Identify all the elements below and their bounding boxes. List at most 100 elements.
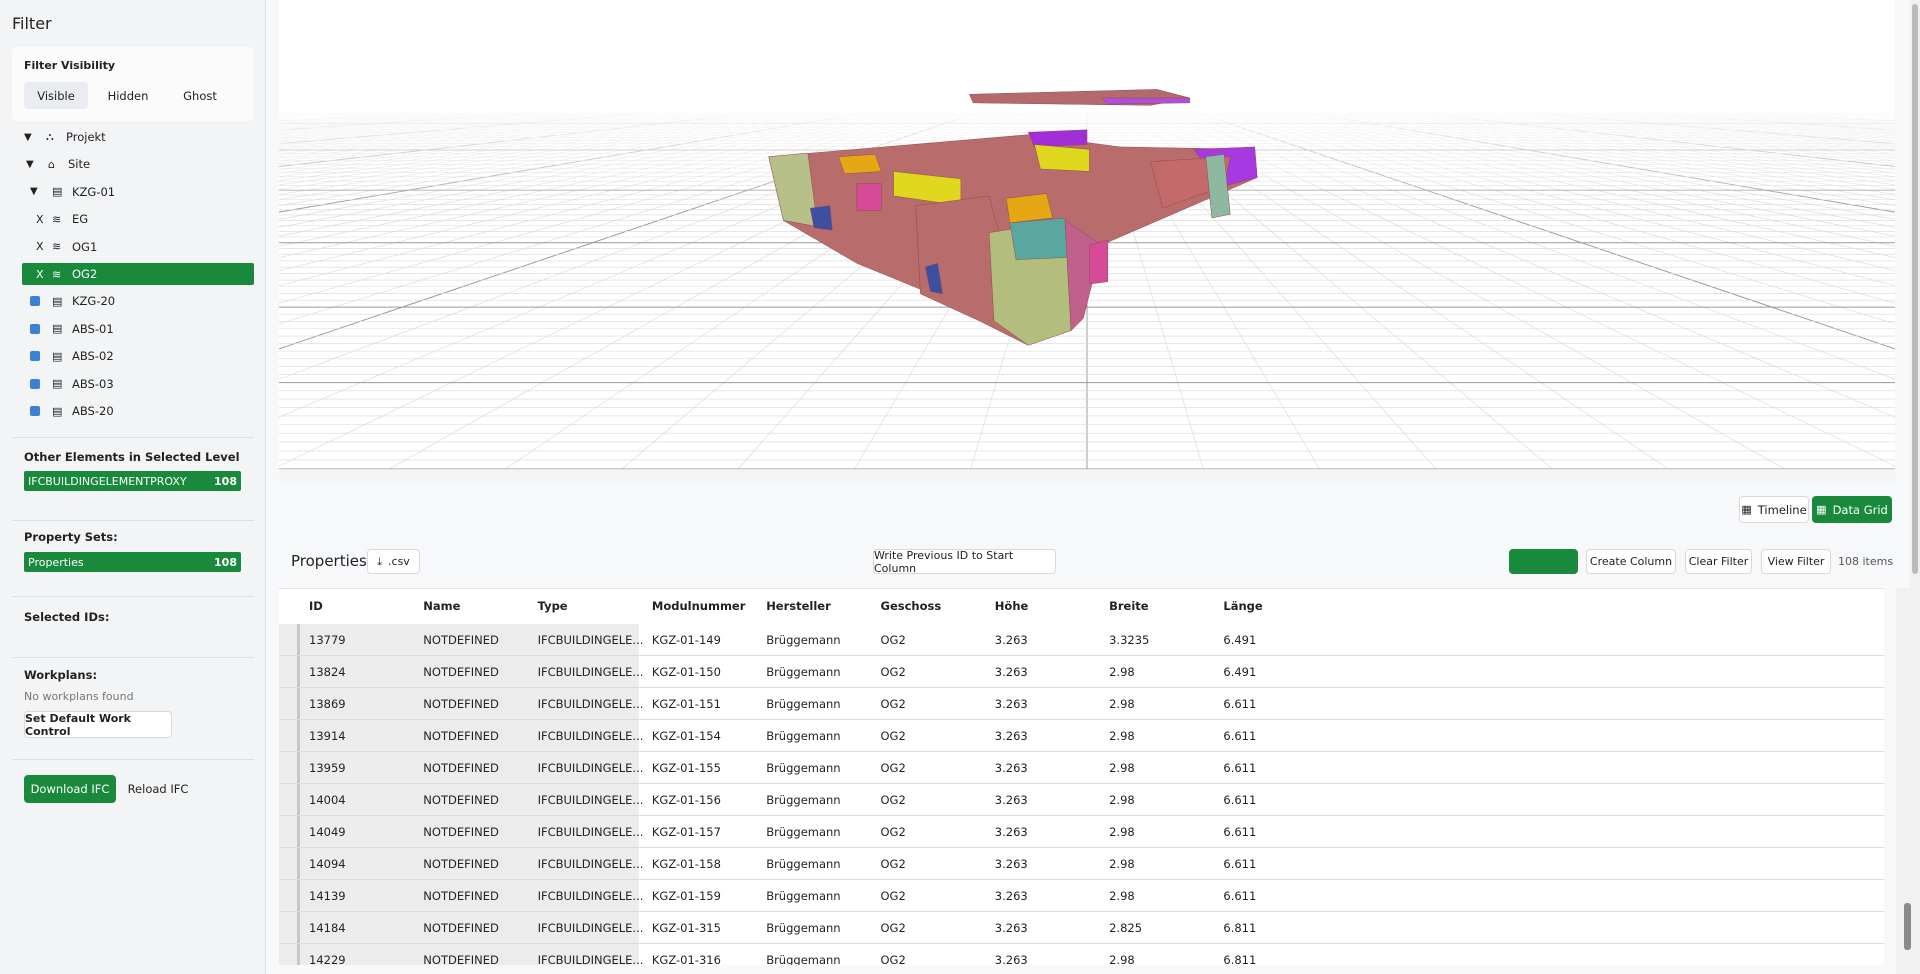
tree-item[interactable]: ▼ ⌂ Site (12, 153, 254, 175)
node-label: ABS-20 (72, 404, 114, 418)
create-column-button[interactable]: Create Column (1586, 549, 1676, 574)
node-icon: ▤ (52, 294, 63, 308)
tree-item[interactable]: X ≋ OG1 (12, 236, 254, 258)
node-icon: ▤ (52, 185, 63, 199)
table-row[interactable]: 14049 NOTDEFINED IFCBUILDINGELE... KGZ-01-1… (279, 816, 1884, 848)
table-row[interactable]: 14229 NOTDEFINED IFCBUILDINGELE... KGZ-01-3… (279, 944, 1884, 965)
table-cell: 13824 (309, 665, 346, 679)
table-cell: IFCBUILDINGELE... (537, 921, 644, 935)
column-header[interactable]: Type (537, 599, 568, 613)
table-cell: Brüggemann (766, 889, 841, 903)
table-row[interactable]: 14139 NOTDEFINED IFCBUILDINGELE... KGZ-01-1… (279, 880, 1884, 912)
node-icon: ≋ (52, 267, 62, 281)
workplans-heading: Workplans: (24, 668, 98, 682)
tree-item[interactable]: ▤ ABS-02 (12, 345, 254, 367)
table-row[interactable]: 13779 NOTDEFINED IFCBUILDINGELE... KGZ-01-1… (279, 624, 1884, 656)
timeline-toggle[interactable]: ▦ Timeline (1739, 496, 1809, 523)
table-cell: NOTDEFINED (423, 761, 499, 775)
visibility-option[interactable]: Ghost (183, 88, 217, 103)
expand-toggle (30, 406, 40, 416)
table-cell: Brüggemann (766, 761, 841, 775)
column-header[interactable]: Länge (1223, 599, 1263, 613)
tree-item[interactable]: X ≋ OG2 (22, 263, 254, 285)
table-row[interactable]: 13914 NOTDEFINED IFCBUILDINGELE... KGZ-01-1… (279, 720, 1884, 752)
property-sets-heading: Property Sets: (24, 530, 118, 544)
expand-toggle: ▼ (30, 186, 38, 198)
3d-viewport[interactable] (279, 0, 1895, 469)
column-header[interactable]: Geschoss (880, 599, 942, 613)
reload-button[interactable]: Reload IFC (127, 782, 189, 796)
table-cell: IFCBUILDINGELE... (537, 825, 644, 839)
table-cell: 14184 (309, 921, 346, 935)
table-cell: KGZ-01-158 (651, 857, 721, 871)
table-row[interactable]: 13959 NOTDEFINED IFCBUILDINGELE... KGZ-01-1… (279, 752, 1884, 784)
node-icon: ▤ (52, 349, 63, 363)
table-cell: 6.611 (1223, 889, 1257, 903)
column-header[interactable]: Höhe (994, 599, 1029, 613)
table-cell: 14004 (309, 793, 346, 807)
toggle-label: Timeline (1757, 502, 1807, 517)
table-cell: IFCBUILDINGELE... (537, 857, 644, 871)
item-count: 108 (214, 474, 237, 488)
table-row[interactable]: 13869 NOTDEFINED IFCBUILDINGELE... KGZ-01-1… (279, 688, 1884, 720)
tree-marker: X (36, 267, 44, 281)
table-cell: 14094 (309, 857, 346, 871)
column-header[interactable]: Breite (1109, 599, 1149, 613)
table-cell: Brüggemann (766, 825, 841, 839)
table-cell: NOTDEFINED (423, 697, 499, 711)
tree-item[interactable]: ▤ ABS-01 (12, 318, 254, 340)
table-cell: NOTDEFINED (423, 921, 499, 935)
view-filter-button[interactable]: View Filter (1761, 549, 1831, 574)
table-row[interactable]: 14184 NOTDEFINED IFCBUILDINGELE... KGZ-01-3… (279, 912, 1884, 944)
separator (12, 759, 254, 760)
item-label: IFCBUILDINGELEMENTPROXY (28, 474, 187, 488)
table-cell: IFCBUILDINGELE... (537, 697, 644, 711)
table-cell: OG2 (880, 953, 906, 965)
download-button[interactable]: Download IFC (24, 775, 116, 803)
data-grid-toggle[interactable]: ▦ Data Grid (1812, 496, 1892, 523)
page-scrollbar (1910, 0, 1920, 588)
visibility-option[interactable]: Visible (24, 82, 88, 109)
table-cell: Brüggemann (766, 857, 841, 871)
table-cell: Brüggemann (766, 921, 841, 935)
table-cell: IFCBUILDINGELE... (537, 633, 644, 647)
csv-export-button[interactable]: ⤓ .csv (367, 549, 420, 574)
tree-item[interactable]: ▤ ABS-20 (12, 400, 254, 422)
table-row[interactable]: 13824 NOTDEFINED IFCBUILDINGELE... KGZ-01-1… (279, 656, 1884, 688)
set-work-control-button[interactable]: Set Default Work Control (24, 711, 172, 738)
item-count: 108 (214, 555, 237, 569)
table-cell: IFCBUILDINGELE... (537, 953, 644, 965)
tree-item[interactable]: ▤ KZG-20 (12, 290, 254, 312)
other-item[interactable]: IFCBUILDINGELEMENTPROXY 108 (24, 471, 241, 491)
table-cell: 2.98 (1109, 953, 1135, 965)
scroll-thumb[interactable] (1904, 903, 1911, 950)
tree-item[interactable]: ▼ ▤ KZG-01 (12, 181, 254, 203)
save-button[interactable] (1509, 549, 1578, 574)
column-header[interactable]: ID (309, 599, 323, 613)
tree-marker: X (36, 240, 44, 254)
visibility-option[interactable]: Hidden (107, 88, 149, 103)
column-header[interactable]: Name (423, 599, 461, 613)
property-set-item[interactable]: Properties 108 (24, 552, 241, 572)
table-cell: Brüggemann (766, 793, 841, 807)
column-header[interactable]: Modulnummer (651, 599, 746, 613)
table-cell: NOTDEFINED (423, 953, 499, 965)
table-row[interactable]: 14004 NOTDEFINED IFCBUILDINGELE... KGZ-01-1… (279, 784, 1884, 816)
table-cell: 3.263 (994, 633, 1028, 647)
table-cell: NOTDEFINED (423, 633, 499, 647)
table-cell: 3.263 (994, 889, 1028, 903)
tree-item[interactable]: X ≋ EG (12, 208, 254, 230)
table-row[interactable]: 14094 NOTDEFINED IFCBUILDINGELE... KGZ-01-1… (279, 848, 1884, 880)
scrollbar[interactable] (1896, 588, 1920, 974)
clear-filter-button[interactable]: Clear Filter (1685, 549, 1752, 574)
tree-item[interactable]: ▼ ⛬ Projekt (12, 126, 254, 148)
write-previous-id-button[interactable]: Write Previous ID to Start Column (873, 549, 1056, 575)
column-header[interactable]: Hersteller (766, 599, 831, 613)
tree-item[interactable]: ▤ ABS-03 (12, 373, 254, 395)
node-label: KZG-20 (72, 294, 116, 309)
table-cell: 2.98 (1109, 665, 1135, 679)
table-cell: 3.263 (994, 825, 1028, 839)
table-cell: 3.263 (994, 921, 1028, 935)
table-cell: 6.611 (1223, 697, 1257, 711)
table-cell: 3.263 (994, 729, 1028, 743)
